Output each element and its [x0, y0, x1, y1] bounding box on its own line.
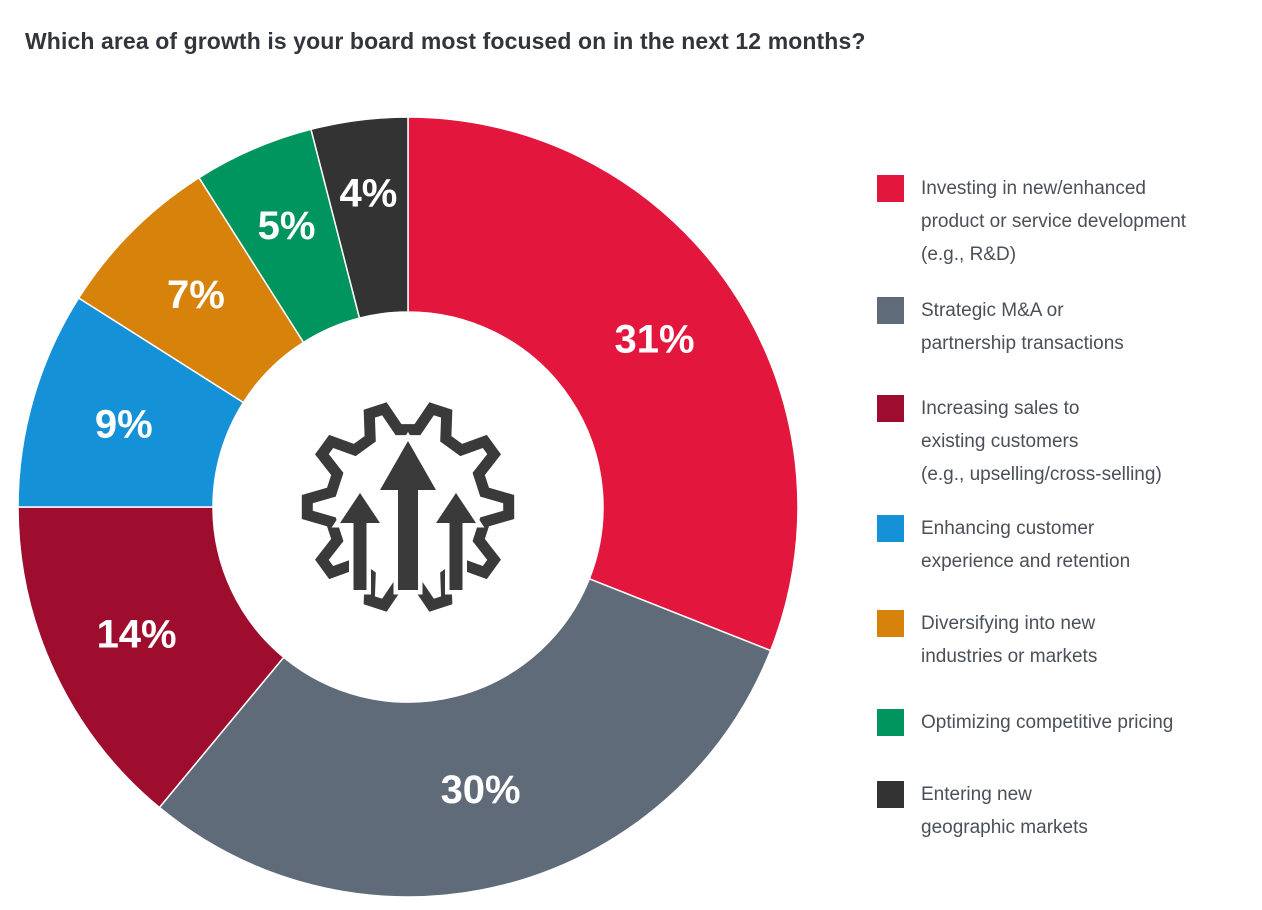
chart-question-title: Which area of growth is your board most … [25, 28, 866, 54]
legend-item-geographic-markets: Entering new geographic markets [877, 778, 1247, 844]
legend-swatch-product-development [877, 175, 904, 202]
legend-swatch-customer-experience [877, 515, 904, 542]
legend-label-line: experience and retention [921, 551, 1131, 572]
legend-label-line: Optimizing competitive pricing [921, 712, 1174, 733]
legend-swatch-ma-partnerships [877, 297, 904, 324]
legend-item-ma-partnerships: Strategic M&A or partnership transactions [877, 294, 1247, 360]
donut-chart: 31% 30% 14% 9% 7% 5% 4% [17, 116, 799, 898]
legend-label-line: Diversifying into new [921, 613, 1096, 634]
legend-label-line: Investing in new/enhanced [921, 178, 1146, 199]
legend-label-ma-partnerships: Strategic M&A or partnership transactions [921, 294, 1124, 360]
donut-slice-ma-partnerships [158, 577, 772, 898]
slice-value-label-ma-partnerships: 30% [441, 768, 521, 812]
donut-slice-product-development [407, 116, 799, 652]
legend-label-geographic-markets: Entering new geographic markets [921, 778, 1088, 844]
legend-label-line: Increasing sales to [921, 398, 1080, 419]
legend-label-customer-experience: Enhancing customer experience and retenti… [921, 512, 1130, 578]
legend-swatch-existing-customer-sales [877, 395, 904, 422]
donut-slice-existing-customer-sales [17, 506, 285, 809]
legend-label-competitive-pricing: Optimizing competitive pricing [921, 706, 1173, 739]
legend-label-line: (e.g., R&D) [921, 244, 1017, 265]
left-up-arrow-icon [340, 493, 380, 590]
slice-value-label-geographic-markets: 4% [339, 172, 397, 216]
legend-swatch-geographic-markets [877, 781, 904, 808]
legend-swatch-diversifying [877, 610, 904, 637]
donut-slice-geographic-markets [310, 116, 409, 320]
legend-label-line: product or service development [921, 211, 1187, 232]
legend-label-line: Entering new [921, 784, 1032, 805]
legend-item-competitive-pricing: Optimizing competitive pricing [877, 706, 1247, 739]
legend-label-line: (e.g., upselling/cross-selling) [921, 464, 1162, 485]
slice-value-label-diversifying: 7% [167, 273, 225, 317]
legend-label-line: industries or markets [921, 646, 1098, 667]
legend-item-product-development: Investing in new/enhanced product or serv… [877, 172, 1247, 271]
legend-swatch-competitive-pricing [877, 709, 904, 736]
legend-label-line: geographic markets [921, 817, 1088, 838]
right-up-arrow-icon [436, 493, 476, 590]
slice-value-label-product-development: 31% [614, 318, 694, 362]
slice-value-label-customer-experience: 9% [95, 402, 153, 446]
legend-item-diversifying: Diversifying into new industries or marke… [877, 607, 1247, 673]
slice-value-label-existing-customer-sales: 14% [97, 613, 177, 657]
legend-label-line: Enhancing customer [921, 518, 1095, 539]
legend-label-line: Strategic M&A or [921, 300, 1064, 321]
legend-label-existing-customer-sales: Increasing sales to existing customers (e.… [921, 392, 1162, 491]
legend-label-product-development: Investing in new/enhanced product or serv… [921, 172, 1186, 271]
legend-label-line: partnership transactions [921, 333, 1124, 354]
legend-item-existing-customer-sales: Increasing sales to existing customers (e.… [877, 392, 1247, 491]
gear-growth-arrows-icon [301, 402, 515, 612]
legend-label-line: existing customers [921, 431, 1079, 452]
slice-value-label-competitive-pricing: 5% [258, 204, 316, 248]
chart-legend: Investing in new/enhanced product or serv… [877, 172, 1247, 844]
legend-label-diversifying: Diversifying into new industries or marke… [921, 607, 1097, 673]
legend-item-customer-experience: Enhancing customer experience and retenti… [877, 512, 1247, 578]
center-up-arrow-icon [380, 441, 436, 590]
